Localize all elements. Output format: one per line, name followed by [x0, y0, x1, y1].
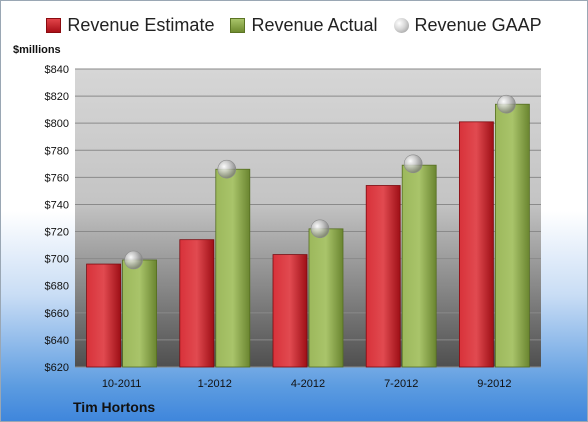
- marker-revenue-gaap: [124, 250, 143, 270]
- y-axis-ticks: $620 $640 $660 $680 $700 $720 $740 $760 $780 $800…: [45, 64, 69, 374]
- y-tick-label: $640: [45, 335, 69, 347]
- bar-revenue-estimate: [179, 239, 215, 368]
- legend-item-revenue-gaap: Revenue GAAP: [393, 15, 542, 36]
- x-tick-label: 4-2012: [291, 378, 325, 390]
- bar-revenue-actual: [122, 259, 157, 368]
- legend-item-revenue-actual: Revenue Actual: [230, 15, 378, 36]
- y-tick-label: $800: [45, 118, 69, 130]
- y-tick-label: $720: [45, 227, 69, 239]
- x-tick-label: 7-2012: [384, 378, 418, 390]
- legend: Revenue Estimate Revenue Actual Revenue …: [1, 15, 587, 36]
- y-tick-label: $660: [45, 308, 69, 320]
- bar-revenue-actual: [308, 228, 344, 368]
- bar-revenue-estimate: [86, 263, 121, 368]
- bar-revenue-estimate: [458, 121, 494, 368]
- bar-revenue-estimate: [365, 185, 401, 368]
- x-axis-ticks: 10-2011 1-2012 4-2012 7-2012 9-2012: [102, 378, 512, 390]
- marker-revenue-gaap: [403, 154, 423, 174]
- y-tick-label: $780: [45, 145, 69, 157]
- marker-revenue-gaap: [310, 219, 330, 239]
- x-tick-label: 9-2012: [477, 378, 511, 390]
- x-tick-label: 10-2011: [102, 378, 142, 390]
- y-tick-label: $760: [45, 172, 69, 184]
- bar-revenue-estimate: [272, 254, 308, 368]
- y-tick-label: $620: [45, 362, 69, 374]
- bar-revenue-actual: [401, 164, 437, 368]
- legend-marker-gaap: [393, 18, 409, 33]
- bar-revenue-actual: [494, 103, 530, 368]
- y-tick-label: $700: [45, 254, 69, 266]
- legend-swatch-estimate: [46, 18, 62, 33]
- company-name: Tim Hortons: [73, 399, 156, 415]
- y-tick-label: $740: [45, 199, 69, 211]
- y-axis-unit-label: $millions: [13, 44, 61, 56]
- legend-label-estimate: Revenue Estimate: [67, 15, 215, 35]
- x-tick-label: 1-2012: [198, 378, 232, 390]
- gaap-markers: [124, 94, 516, 270]
- marker-revenue-gaap: [217, 159, 237, 179]
- y-tick-label: $840: [45, 64, 69, 76]
- marker-revenue-gaap: [497, 94, 516, 114]
- legend-label-actual: Revenue Actual: [251, 15, 378, 35]
- legend-item-revenue-estimate: Revenue Estimate: [46, 15, 214, 36]
- y-tick-label: $680: [45, 281, 69, 293]
- y-tick-label: $820: [45, 91, 69, 103]
- bar-revenue-actual: [215, 168, 251, 368]
- bars: [86, 103, 530, 368]
- legend-swatch-actual: [230, 18, 246, 33]
- legend-label-gaap: Revenue GAAP: [414, 15, 542, 35]
